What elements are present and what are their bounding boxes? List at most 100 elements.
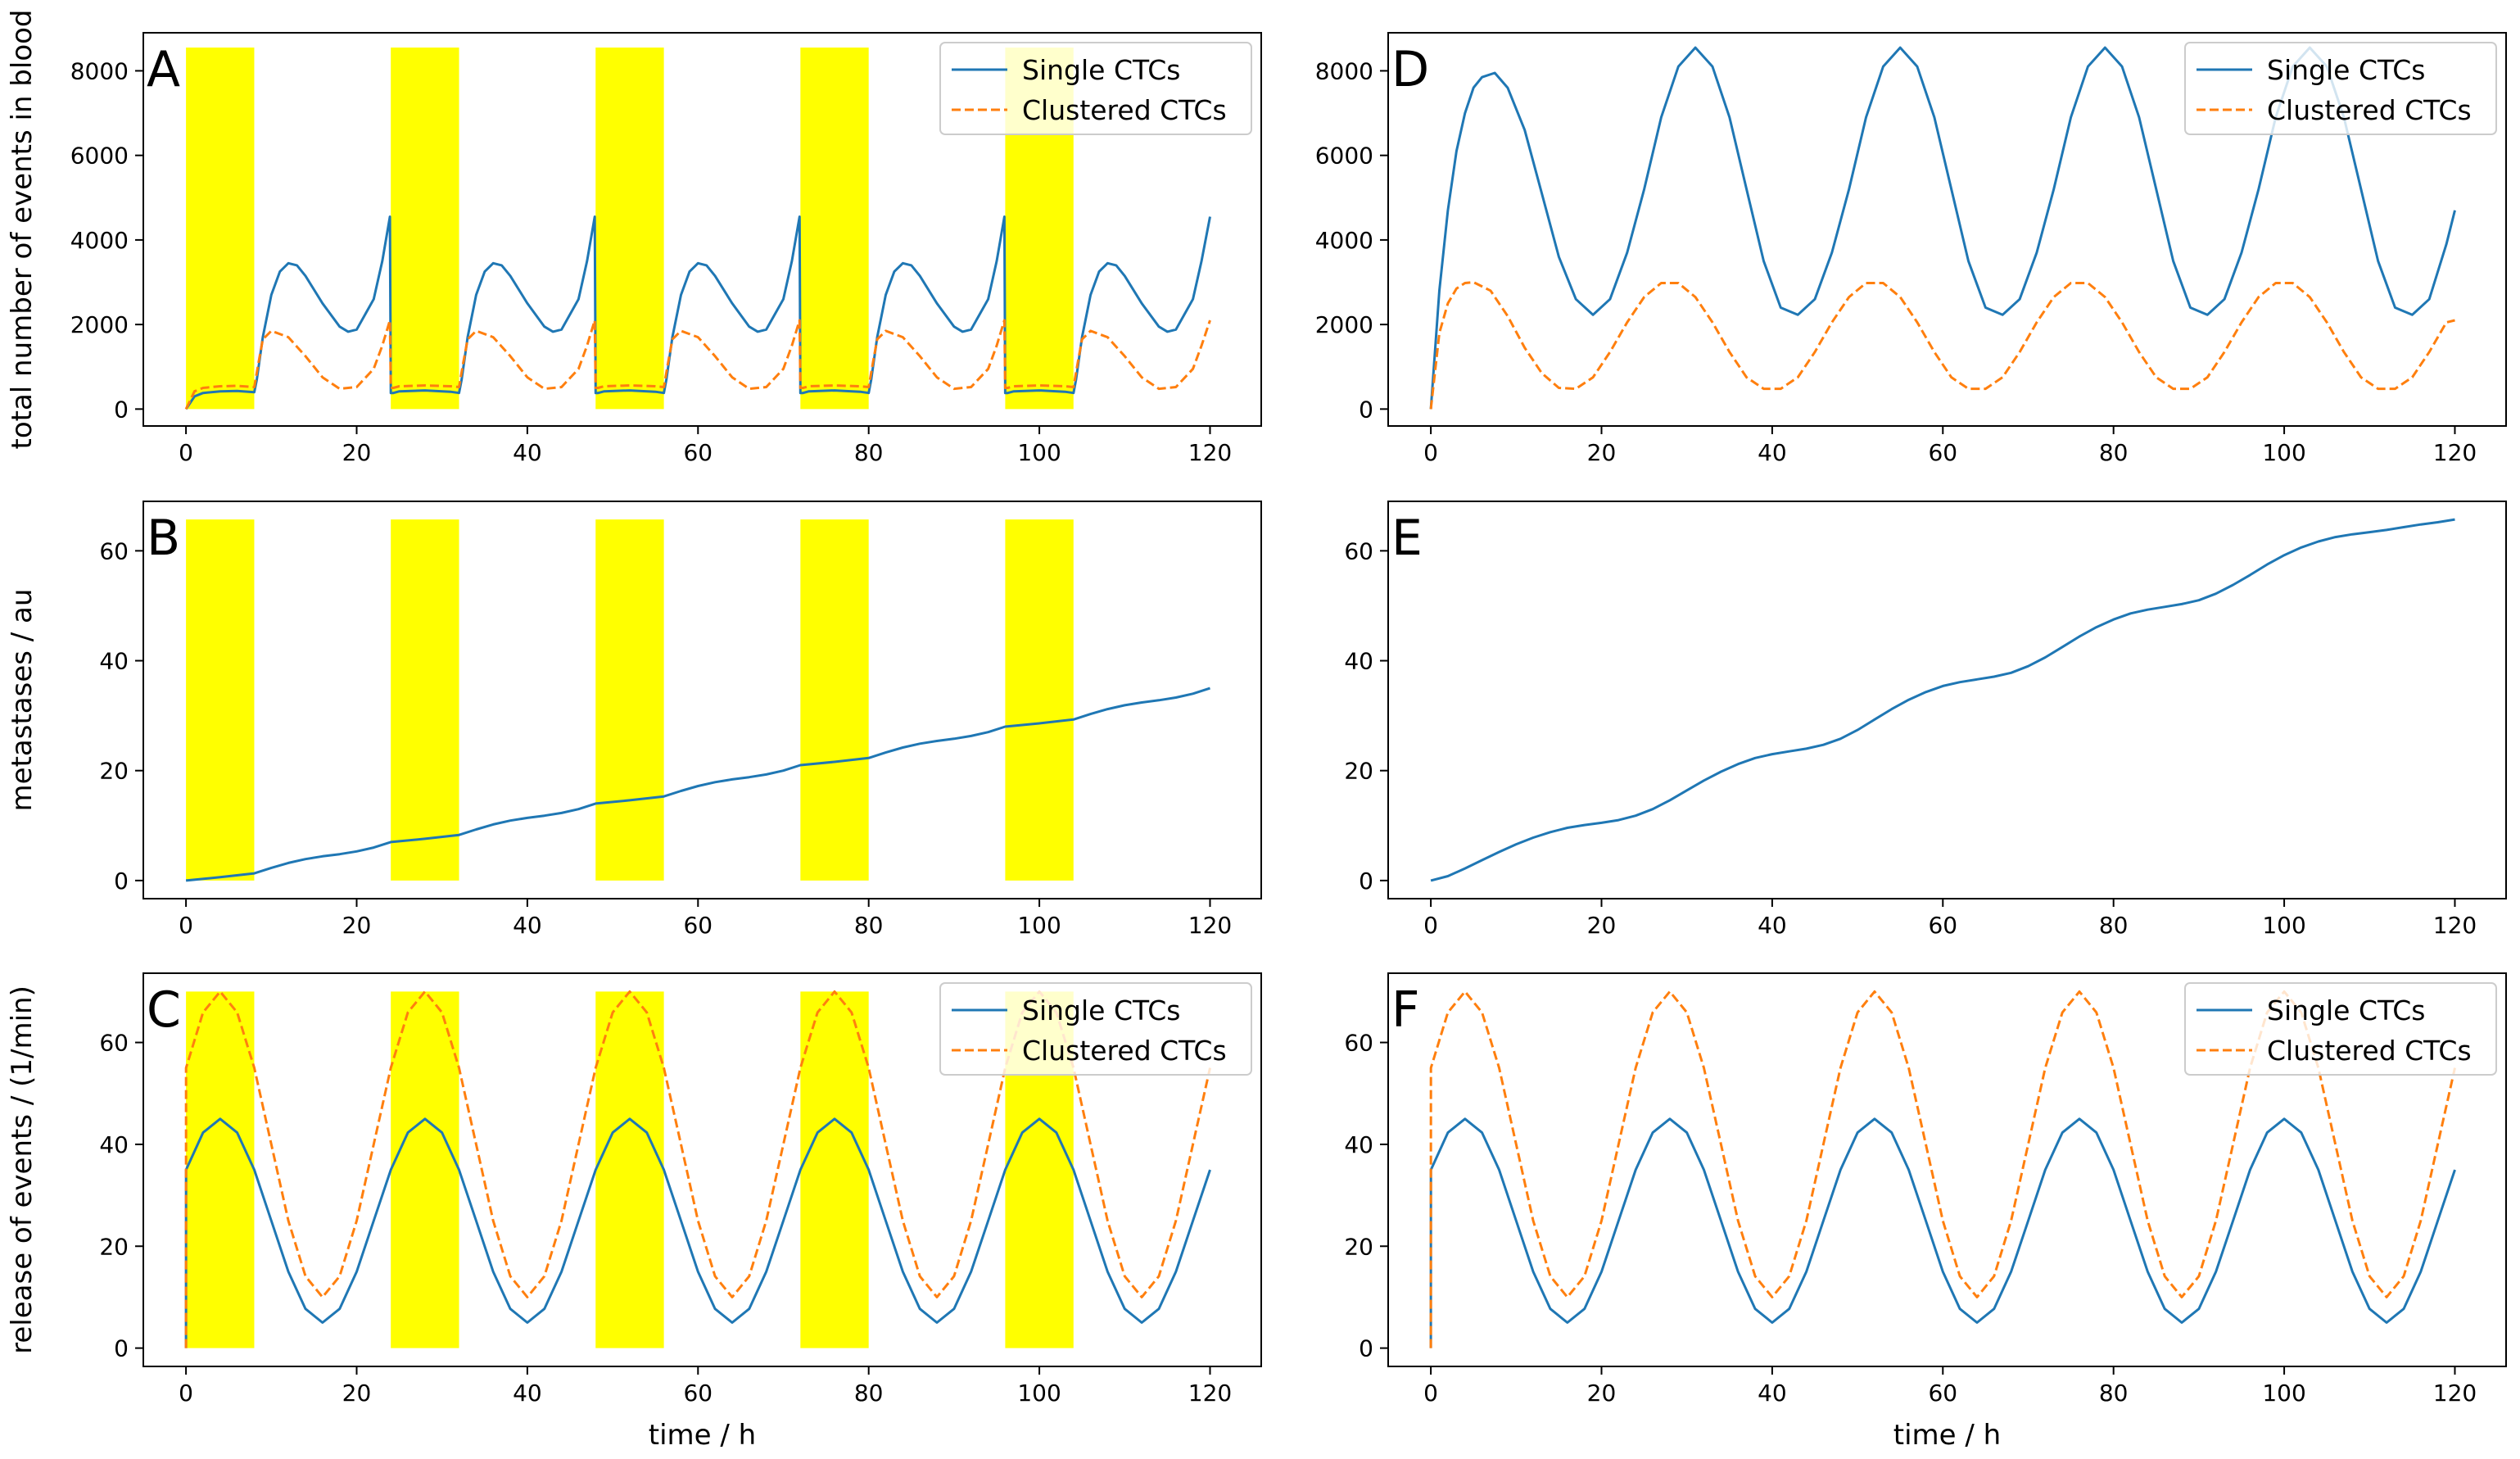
y-tick-label-d: 4000 <box>1315 227 1373 254</box>
legend-label-single: Single CTCs <box>1022 54 1180 86</box>
x-tick-label-d: 60 <box>1928 439 1957 466</box>
series-line-d-clustered <box>1429 281 2455 410</box>
series-line-e-single <box>1430 518 2455 882</box>
x-tick-label-c: 80 <box>854 1380 884 1407</box>
series-line-c-clustered <box>184 990 1211 1348</box>
x-tick-label-a: 20 <box>342 439 372 466</box>
x-tick-label-b: 60 <box>683 912 713 939</box>
shade-interval-b-4 <box>800 519 869 881</box>
y-tick-label-d: 6000 <box>1315 143 1373 170</box>
axes-frame-c <box>143 972 1262 1367</box>
y-tick-label-c: 60 <box>99 1030 129 1057</box>
series-line-c-single <box>184 1117 1211 1348</box>
plot-content-b <box>185 519 1210 882</box>
legend-box-d <box>2184 42 2497 135</box>
plot-content-e <box>1430 518 2455 882</box>
panel-e: 0 20 40 60 80 100 120 0 20 40 60 E <box>1344 501 2507 939</box>
x-tick-label-e: 120 <box>2433 912 2477 939</box>
x-tick-label-b: 0 <box>179 912 193 939</box>
x-tick-label-a: 40 <box>513 439 542 466</box>
shade-interval-b-3 <box>595 519 664 881</box>
y-tick-label-c: 20 <box>99 1233 129 1260</box>
x-tick-label-c: 100 <box>1017 1380 1061 1407</box>
x-tick-label-d: 100 <box>2262 439 2305 466</box>
panel-letter-d: D <box>1391 41 1429 98</box>
panel-letter-b: B <box>147 510 180 567</box>
x-tick-label-b: 20 <box>342 912 372 939</box>
legend-a: Single CTCs Clustered CTCs <box>939 42 1252 135</box>
y-axis-label-a: total number of events in blood <box>6 9 38 449</box>
y-tick-label-f: 0 <box>1359 1335 1373 1362</box>
legend-label-clustered: Clustered CTCs <box>2267 94 2472 126</box>
y-tick-label-f: 40 <box>1344 1131 1373 1158</box>
x-tick-label-c: 120 <box>1188 1380 1232 1407</box>
y-tick-label-e: 40 <box>1344 648 1373 675</box>
legend-label-single: Single CTCs <box>2267 54 2425 86</box>
y-tick-label-b: 20 <box>99 758 129 785</box>
shade-interval-a-1 <box>186 48 255 410</box>
shade-interval-a-2 <box>391 48 459 410</box>
legend-d: Single CTCs Clustered CTCs <box>2184 42 2497 135</box>
x-tick-label-a: 80 <box>854 439 884 466</box>
y-tick-label-a: 2000 <box>70 311 129 338</box>
x-tick-label-b: 80 <box>854 912 884 939</box>
legend-box-c <box>939 982 1252 1076</box>
plot-content-f <box>1429 990 2456 1348</box>
panel-letter-f: F <box>1391 981 1420 1039</box>
x-tick-label-d: 120 <box>2433 439 2477 466</box>
x-axis-label-f: time / h <box>1893 1419 2001 1452</box>
x-tick-label-a: 0 <box>179 439 193 466</box>
y-tick-label-e: 0 <box>1359 868 1373 895</box>
x-tick-label-b: 100 <box>1017 912 1061 939</box>
y-axis-label-b: metastases / au <box>6 589 38 812</box>
axes-frame-e <box>1387 501 2507 899</box>
legend-label-clustered: Clustered CTCs <box>1022 94 1227 126</box>
shade-interval-b-1 <box>186 519 255 881</box>
x-tick-label-d: 20 <box>1587 439 1617 466</box>
shade-interval-a-3 <box>595 48 664 410</box>
legend-label-single: Single CTCs <box>1022 995 1180 1026</box>
x-tick-label-c: 20 <box>342 1380 372 1407</box>
series-line-a-single <box>184 215 1211 410</box>
shade-interval-c-3 <box>595 991 664 1348</box>
y-tick-label-c: 0 <box>114 1335 129 1362</box>
x-tick-label-f: 120 <box>2433 1380 2477 1407</box>
shade-interval-a-4 <box>800 48 869 410</box>
series-line-f-single <box>1429 1117 2456 1348</box>
y-tick-label-d: 0 <box>1359 396 1373 423</box>
x-tick-label-a: 120 <box>1188 439 1232 466</box>
x-tick-label-f: 100 <box>2262 1380 2305 1407</box>
y-tick-label-a: 0 <box>114 396 129 423</box>
x-tick-label-c: 0 <box>179 1380 193 1407</box>
y-tick-label-a: 6000 <box>70 143 129 170</box>
panel-letter-a: A <box>147 41 180 98</box>
axes-frame-a <box>143 32 1262 427</box>
axes-frame-f <box>1387 972 2507 1367</box>
x-tick-label-f: 80 <box>2099 1380 2129 1407</box>
x-tick-label-f: 40 <box>1758 1380 1787 1407</box>
x-tick-label-c: 60 <box>683 1380 713 1407</box>
y-tick-label-d: 2000 <box>1315 311 1373 338</box>
y-tick-label-d: 8000 <box>1315 57 1373 84</box>
shade-interval-b-5 <box>1005 519 1074 881</box>
legend-label-single: Single CTCs <box>2267 995 2425 1026</box>
y-axis-label-c: release of events / (1/min) <box>6 986 38 1354</box>
x-tick-label-c: 40 <box>513 1380 542 1407</box>
x-tick-label-f: 60 <box>1928 1380 1957 1407</box>
legend-c: Single CTCs Clustered CTCs <box>939 982 1252 1076</box>
y-tick-label-a: 4000 <box>70 227 129 254</box>
axes-frame-d <box>1387 32 2507 427</box>
series-line-b-single <box>185 686 1210 882</box>
y-tick-label-a: 8000 <box>70 57 129 84</box>
shade-interval-c-2 <box>391 991 459 1348</box>
panel-letter-e: E <box>1391 510 1423 567</box>
x-tick-label-e: 40 <box>1758 912 1787 939</box>
x-tick-label-d: 40 <box>1758 439 1787 466</box>
y-tick-label-c: 40 <box>99 1131 129 1158</box>
legend-box-a <box>939 42 1252 135</box>
x-tick-label-e: 0 <box>1423 912 1438 939</box>
shade-interval-c-1 <box>186 991 255 1348</box>
